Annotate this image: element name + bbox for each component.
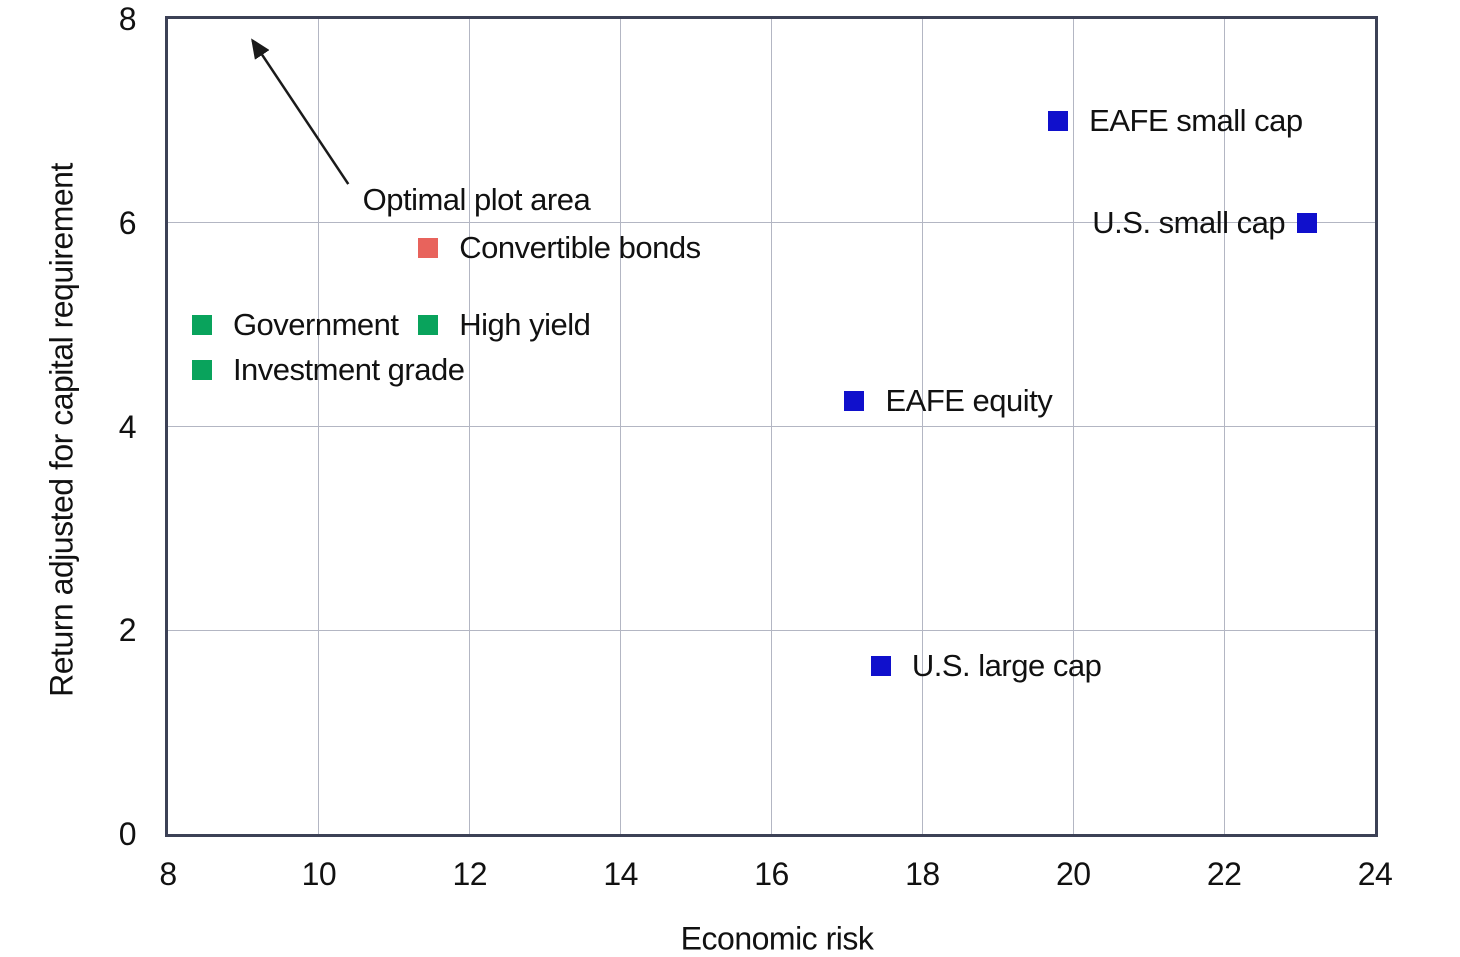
data-point-label: U.S. large cap bbox=[911, 647, 1102, 683]
data-point-marker bbox=[1048, 110, 1069, 131]
x-tick-label: 16 bbox=[754, 856, 789, 892]
data-point-marker bbox=[191, 360, 212, 381]
data-point-label: EAFE small cap bbox=[1089, 102, 1303, 138]
y-tick-label: 4 bbox=[118, 408, 137, 445]
x-tick-label: 24 bbox=[1357, 856, 1393, 892]
y-tick-label: 6 bbox=[118, 204, 137, 241]
data-point-marker bbox=[1297, 212, 1318, 233]
annotation-label: Optimal plot area bbox=[362, 182, 591, 218]
data-point-label: Investment grade bbox=[232, 352, 465, 388]
x-tick-label: 20 bbox=[1055, 856, 1091, 892]
y-tick-label: 8 bbox=[118, 1, 137, 37]
data-point-label: EAFE equity bbox=[885, 383, 1053, 419]
plot-area: Optimal plot area EAFE small cap U.S. smal… bbox=[165, 16, 1378, 837]
horizontal-gridline bbox=[168, 426, 1375, 427]
horizontal-gridline bbox=[168, 222, 1375, 224]
data-point-marker bbox=[844, 391, 865, 412]
x-tick-label: 22 bbox=[1206, 856, 1242, 892]
x-tick-label: 10 bbox=[301, 856, 337, 892]
data-point-label: Government bbox=[232, 306, 399, 342]
data-point-label: Convertible bonds bbox=[459, 230, 701, 266]
data-point-marker bbox=[870, 655, 891, 676]
x-tick-label: 8 bbox=[159, 856, 177, 892]
data-point-label: High yield bbox=[459, 306, 591, 342]
x-axis-title: Economic risk bbox=[680, 920, 874, 957]
x-tick-label: 18 bbox=[905, 856, 940, 892]
annotation-arrow-line bbox=[251, 38, 350, 185]
y-tick-label: 0 bbox=[118, 816, 137, 852]
data-point-marker bbox=[418, 314, 439, 335]
data-point-label: U.S. small cap bbox=[1092, 204, 1286, 240]
horizontal-gridline bbox=[168, 629, 1375, 631]
x-tick-label: 14 bbox=[603, 856, 638, 892]
data-point-marker bbox=[418, 238, 439, 259]
data-point-marker bbox=[191, 314, 212, 335]
y-tick-label: 2 bbox=[118, 612, 137, 649]
x-tick-label: 12 bbox=[452, 856, 488, 892]
